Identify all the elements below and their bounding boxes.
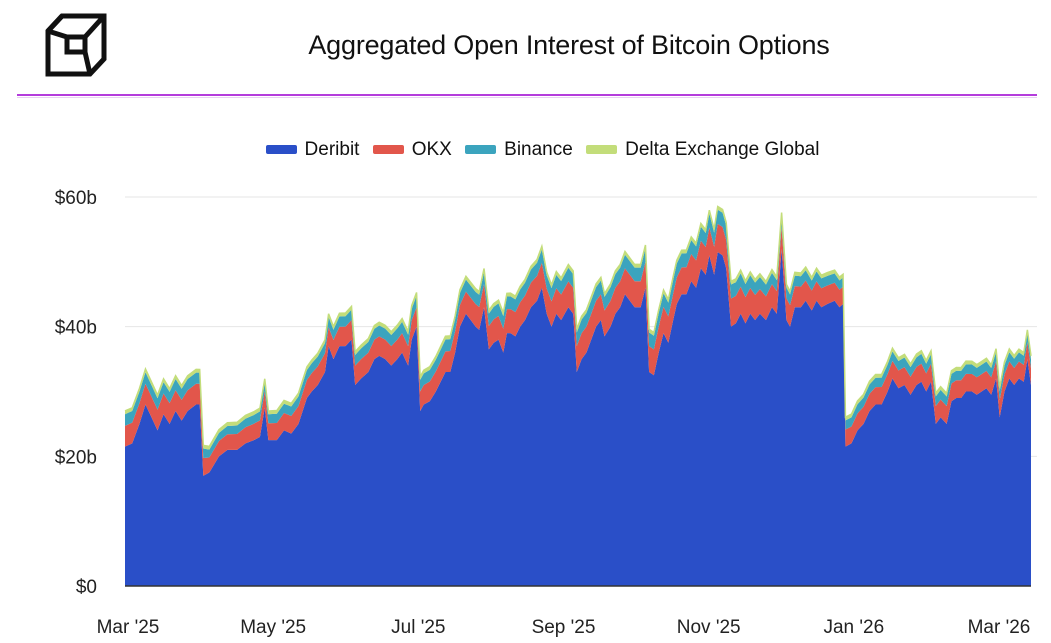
legend-label-binance: Binance xyxy=(504,138,573,160)
legend-swatch-binance xyxy=(465,145,497,154)
legend-label-okx: OKX xyxy=(411,138,452,160)
chart-title: Aggregated Open Interest of Bitcoin Opti… xyxy=(308,30,830,60)
header-divider-shadow xyxy=(17,97,1037,98)
legend-label-deribit: Deribit xyxy=(304,138,360,160)
legend-label-delta: Delta Exchange Global xyxy=(625,138,820,160)
legend-item-okx[interactable]: OKX xyxy=(372,138,452,161)
y-tick-label: $20b xyxy=(55,447,97,468)
y-tick-label: $40b xyxy=(55,318,97,339)
x-tick-label: May '25 xyxy=(240,617,306,638)
y-tick-label: $60b xyxy=(55,188,97,209)
legend-item-binance[interactable]: Binance xyxy=(465,139,573,161)
cube-logo-icon xyxy=(45,13,107,77)
chart-legend: Deribit OKX Binance Delta Exchange Globa… xyxy=(0,138,1051,161)
x-tick-label: Sep '25 xyxy=(532,617,596,638)
area-binance xyxy=(125,209,1031,458)
legend-swatch-deribit xyxy=(265,145,297,154)
x-tick-label: Mar '26 xyxy=(968,617,1031,638)
legend-item-delta[interactable]: Delta Exchange Global xyxy=(586,139,819,161)
x-tick-label: Jul '25 xyxy=(391,617,445,638)
area-okx xyxy=(125,223,1031,476)
x-tick-label: Mar '25 xyxy=(97,617,160,638)
legend-swatch-delta xyxy=(586,145,618,154)
legend-swatch-okx xyxy=(372,145,404,154)
y-tick-label: $0 xyxy=(76,577,97,598)
x-tick-label: Nov '25 xyxy=(677,617,741,638)
header-divider xyxy=(17,94,1037,96)
area-outline-delta xyxy=(124,205,1032,448)
x-tick-label: Jan '26 xyxy=(823,617,884,638)
area-deribit xyxy=(125,248,1031,586)
legend-item-deribit[interactable]: Deribit xyxy=(265,138,360,161)
